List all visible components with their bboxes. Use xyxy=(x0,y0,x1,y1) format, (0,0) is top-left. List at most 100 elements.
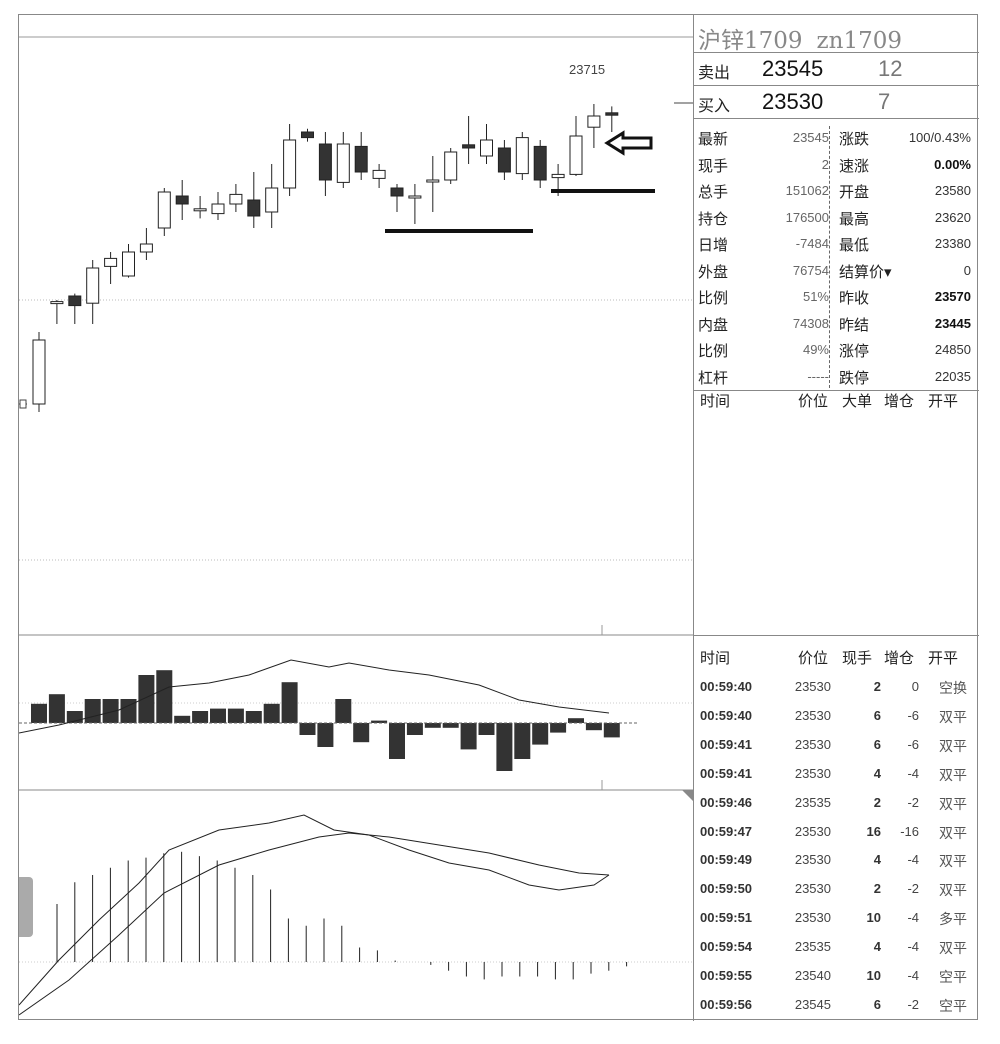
position-line xyxy=(19,659,610,734)
stat-label: 现手 xyxy=(698,156,729,175)
stat-label: 持仓 xyxy=(698,209,729,228)
tick-row[interactable]: 00:59:56 23545 6 -2 空平 xyxy=(694,991,979,1020)
candle-body xyxy=(301,131,314,139)
stat-value: 24850 xyxy=(934,342,971,357)
stat-label: 总手 xyxy=(698,183,729,201)
candle-body xyxy=(283,139,297,189)
tick-volume: 4 xyxy=(873,765,881,781)
tick-volume: 2 xyxy=(873,679,881,694)
stat-label: 比例 xyxy=(698,342,729,360)
candle-body xyxy=(587,115,601,128)
kline-chart[interactable]: 23715 xyxy=(19,15,694,1021)
high-price-label: 23715 xyxy=(569,62,605,77)
tick-type: 双平 xyxy=(939,709,967,726)
volume-bar xyxy=(281,682,298,723)
stats-row: 最新 23545 涨跌 100/0.43% xyxy=(694,126,979,148)
tick-volume: 6 xyxy=(873,707,881,723)
tick-row[interactable]: 00:59:47 23530 16 -16 双平 xyxy=(694,818,979,847)
side-collapse-handle[interactable] xyxy=(19,877,33,937)
bid-price: 23530 xyxy=(762,89,824,114)
candle-body xyxy=(533,145,547,181)
bid-row[interactable]: 买入 23530 7 xyxy=(694,86,979,119)
macd-dea-line xyxy=(19,832,610,1016)
corner-marker xyxy=(682,790,694,802)
candle-body xyxy=(390,187,404,197)
volume-bar xyxy=(514,723,531,759)
candle-body xyxy=(336,143,350,183)
tick-type: 双平 xyxy=(939,767,967,784)
tick-oi: -4 xyxy=(907,910,919,926)
tick-oi: -2 xyxy=(907,881,919,897)
tick-price: 23540 xyxy=(794,968,831,983)
candle-body xyxy=(318,143,332,181)
tick-row[interactable]: 00:59:41 23530 4 -4 双平 xyxy=(694,760,979,789)
volume-bar xyxy=(460,723,477,750)
tick-row[interactable]: 00:59:49 23530 4 -4 双平 xyxy=(694,846,979,875)
big-order-list[interactable]: 时间 价位 大单 增仓 开平 xyxy=(694,390,979,636)
tick-volume: 2 xyxy=(873,794,881,810)
stat-value: 23445 xyxy=(934,315,971,331)
volume-bar xyxy=(550,723,567,733)
volume-bar xyxy=(371,720,388,723)
tick-type: 双平 xyxy=(939,883,967,900)
tick-row[interactable]: 00:59:40 23530 2 0 空换 xyxy=(694,673,979,702)
stat-value: 23570 xyxy=(934,289,971,304)
tick-row[interactable]: 00:59:51 23530 10 -4 多平 xyxy=(694,904,979,933)
stat-value: 23580 xyxy=(934,183,971,198)
col-oi: 增仓 xyxy=(884,649,915,667)
candle-body xyxy=(480,139,493,157)
stat-label: 跌停 xyxy=(839,368,870,387)
col-time: 时间 xyxy=(700,392,731,410)
candle-body xyxy=(175,195,189,205)
ask-price: 23545 xyxy=(762,56,824,81)
tick-price: 23530 xyxy=(794,881,831,897)
tick-row[interactable]: 00:59:46 23535 2 -2 双平 xyxy=(694,789,979,818)
stat-value: 0.00% xyxy=(934,156,971,172)
tick-price: 23530 xyxy=(794,736,831,752)
volume-bar xyxy=(353,723,370,743)
instrument-title: 沪锌1709 zn1709 xyxy=(694,15,979,54)
tick-row[interactable]: 00:59:41 23530 6 -6 双平 xyxy=(694,731,979,760)
volume-bar xyxy=(389,723,405,759)
tick-time: 00:59:56 xyxy=(700,996,753,1012)
candle-body xyxy=(122,251,135,277)
col-volume: 现手 xyxy=(842,649,873,667)
col-oi: 增仓 xyxy=(884,392,915,410)
tick-time: 00:59:46 xyxy=(700,794,753,810)
stat-label: 比例 xyxy=(698,289,729,307)
candle-body xyxy=(515,137,529,175)
candle-body xyxy=(229,193,243,205)
volume-series xyxy=(19,659,639,771)
tick-price: 23535 xyxy=(794,939,831,955)
tick-row[interactable]: 00:59:50 23530 2 -2 双平 xyxy=(694,875,979,904)
tick-time: 00:59:50 xyxy=(700,881,753,897)
stat-label: 昨收 xyxy=(839,289,870,307)
tick-row[interactable]: 00:59:40 23530 6 -6 双平 xyxy=(694,702,979,731)
stat-label: 最新 xyxy=(698,130,729,148)
tick-list[interactable]: 时间 价位 现手 增仓 开平 00:59:40 23530 2 0 空换 00:59:40… xyxy=(694,640,979,1020)
tick-row[interactable]: 00:59:54 23535 4 -4 双平 xyxy=(694,933,979,962)
instrument-name: 沪锌1709 xyxy=(698,28,803,54)
candle-body xyxy=(462,144,476,149)
tick-time: 00:59:49 xyxy=(700,852,753,868)
stat-value: 0 xyxy=(963,262,971,278)
macd-dif-line xyxy=(19,814,610,1006)
tick-oi: -4 xyxy=(907,968,919,983)
stat-label: 内盘 xyxy=(698,315,729,334)
tick-volume: 2 xyxy=(873,881,881,897)
tick-volume: 10 xyxy=(866,910,881,926)
bid-label: 买入 xyxy=(698,96,731,115)
candle-body xyxy=(372,169,386,179)
tick-price: 23530 xyxy=(794,765,831,781)
stat-value: -7484 xyxy=(795,236,829,251)
volume-bar xyxy=(603,723,620,738)
tick-row[interactable]: 00:59:55 23540 10 -4 空平 xyxy=(694,962,979,991)
stat-value: 22035 xyxy=(934,368,971,384)
stats-row: 比例 49% 涨停 24850 xyxy=(694,338,979,360)
stats-row: 现手 2 速涨 0.00% xyxy=(694,153,979,175)
ask-row[interactable]: 卖出 23545 12 xyxy=(694,53,979,86)
stat-value: ----- xyxy=(807,368,829,384)
tick-type: 双平 xyxy=(939,825,967,842)
volume-bar xyxy=(299,723,316,735)
stat-value: 23620 xyxy=(934,209,971,225)
